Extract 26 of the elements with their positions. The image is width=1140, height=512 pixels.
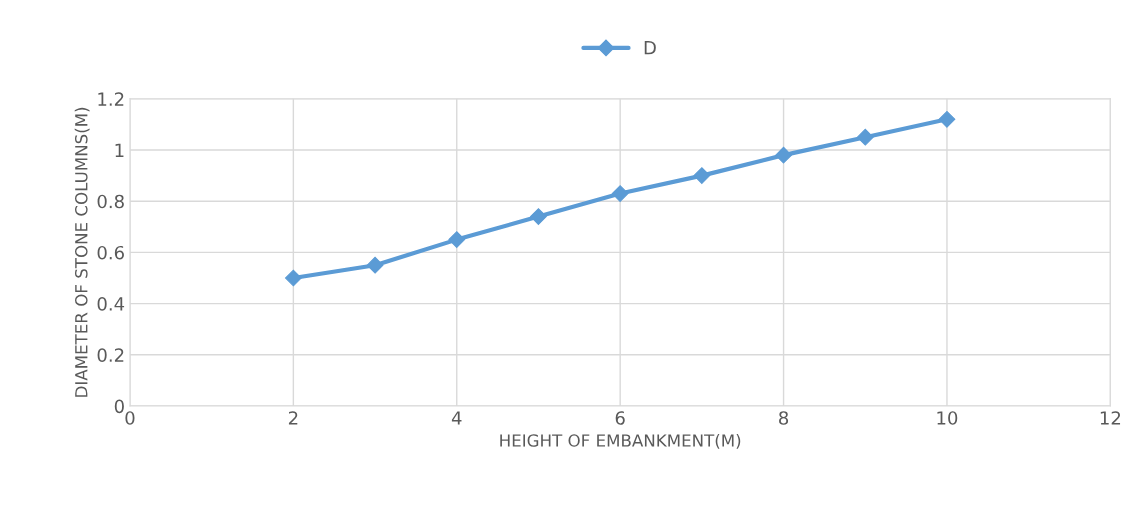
x-tick-label: 10: [937, 411, 958, 425]
y-tick-label: 0.4: [97, 297, 125, 311]
legend-label: D: [644, 41, 656, 55]
point: [284, 269, 302, 287]
x-tick-label: 6: [615, 411, 625, 425]
point: [938, 110, 956, 128]
x-tick-label: 0: [125, 411, 135, 425]
y-tick-label: 0.8: [97, 194, 124, 209]
x-tick-label: 12: [1100, 411, 1121, 425]
y-tick-label: 1.2: [98, 92, 124, 106]
y-tick-label: 0.2: [97, 348, 124, 362]
y-tick-label: 0: [114, 399, 124, 414]
x-tick-label: 4: [451, 411, 462, 425]
point: [448, 231, 466, 248]
point: [693, 167, 711, 184]
point: [775, 146, 792, 164]
point: [530, 208, 547, 225]
y-tick-label: 1: [115, 143, 124, 157]
x-tick-label: 2: [288, 411, 298, 425]
x-axis-title: HEIGHT OF EMBANKMENT(M): [500, 433, 741, 449]
y-axis-title: DIAMETER OF STONE COLUMNS(M): [74, 107, 90, 397]
y-tick-label: 0.6: [97, 245, 124, 260]
x-tick-label: 8: [779, 411, 789, 425]
point: [366, 256, 384, 274]
point: [856, 128, 874, 146]
point: [611, 185, 629, 202]
